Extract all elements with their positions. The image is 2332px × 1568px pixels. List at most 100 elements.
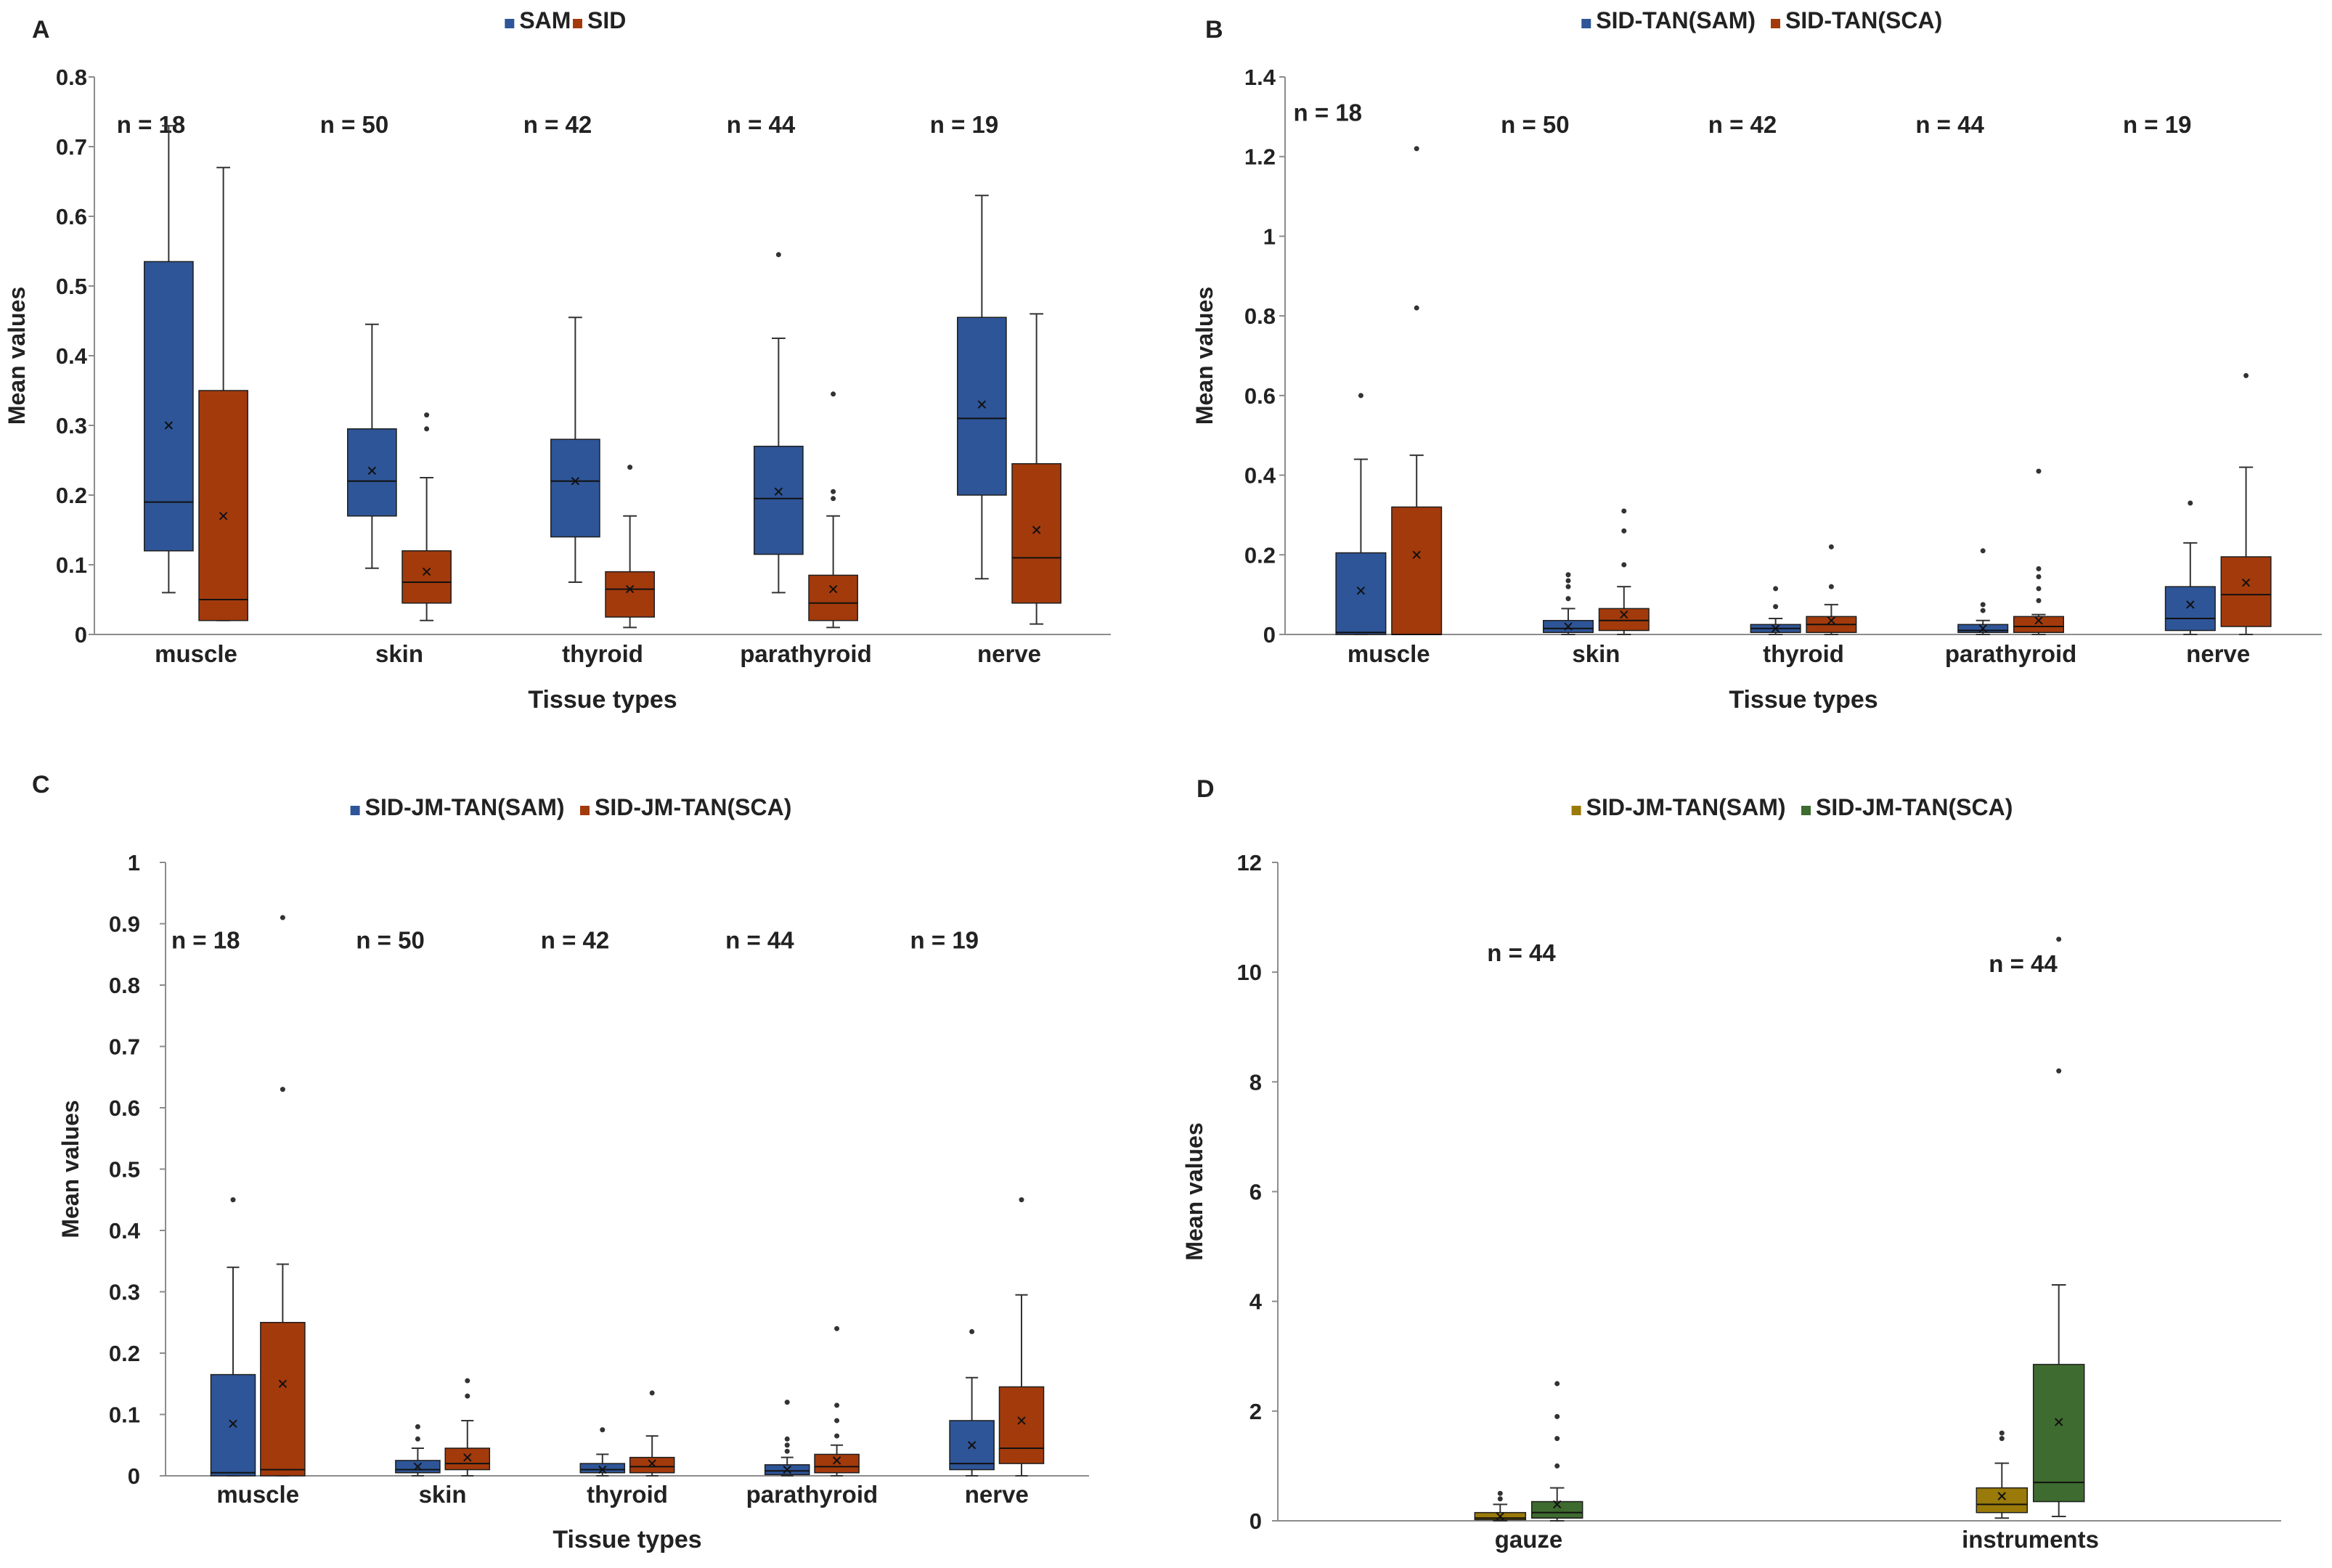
outlier-point <box>775 252 781 258</box>
legend-entry: SID-JM-TAN(SCA) <box>595 794 791 820</box>
y-tick-label: 0.4 <box>109 1218 141 1244</box>
y-tick-label: 0.2 <box>1244 542 1276 568</box>
outlier-point <box>1621 528 1627 534</box>
box-iqr <box>629 1456 675 1474</box>
panel-letter: C <box>32 771 50 799</box>
box-iqr <box>1976 1487 2029 1514</box>
outlier-point <box>1828 544 1834 550</box>
x-axis-title: Tissue types <box>553 1526 701 1553</box>
y-tick-label: 0 <box>128 1463 140 1489</box>
sample-size-label: n = 44 <box>1915 111 1984 138</box>
outlier-point <box>1980 548 1986 554</box>
outlier-point <box>280 1087 285 1093</box>
box-plot <box>1806 544 1857 635</box>
box-iqr <box>347 428 397 517</box>
sample-size-label: n = 44 <box>1487 939 1556 966</box>
mean-marker <box>828 584 838 594</box>
y-tick-label: 1.4 <box>1244 65 1276 90</box>
outlier-point <box>784 1400 790 1405</box>
box-iqr <box>401 550 452 604</box>
box-iqr <box>957 317 1007 496</box>
mean-marker <box>2241 578 2251 587</box>
category-label: parathyroid <box>740 640 872 667</box>
box-plot <box>395 1424 441 1477</box>
box-plot <box>1335 393 1387 635</box>
box-plot <box>210 1197 256 1477</box>
y-tick-label: 0.1 <box>109 1402 140 1428</box>
panel-letter: B <box>1205 16 1223 44</box>
outlier-point <box>1565 572 1571 578</box>
box-iqr <box>2164 586 2216 632</box>
y-tick-label: 12 <box>1237 850 1262 875</box>
outlier-point <box>280 915 285 920</box>
outlier-point <box>2036 597 2042 603</box>
legend-entry: SID-JM-TAN(SCA) <box>1816 794 2013 820</box>
category-label: nerve <box>2186 640 2250 667</box>
sample-size-label: n = 42 <box>1708 111 1777 138</box>
legend-swatch <box>580 806 590 815</box>
legend-entry: SID-JM-TAN(SAM) <box>1586 794 1786 820</box>
mean-marker <box>1564 622 1573 631</box>
mean-marker <box>1017 1416 1026 1425</box>
y-tick-label: 0.4 <box>56 343 88 369</box>
category-label: skin <box>1572 640 1620 667</box>
panel-b-sid-tan-by-tissue: B SID-TAN(SAM) SID-TAN(SCA) 0 0.2 0.4 0.6 0.8 1 1… <box>1191 7 2322 714</box>
mean-marker <box>967 1441 977 1450</box>
box-plot <box>764 1400 810 1477</box>
box-plot <box>444 1378 491 1477</box>
outlier-point <box>1554 1463 1560 1469</box>
mean-marker <box>229 1419 237 1428</box>
outlier-point <box>415 1424 420 1429</box>
outlier-point <box>424 412 430 418</box>
outlier-point <box>1497 1496 1503 1502</box>
y-tick-label: 1 <box>1263 224 1276 249</box>
mean-marker <box>977 400 987 409</box>
y-tick-label: 0.7 <box>109 1034 140 1060</box>
outlier-point <box>1999 1436 2005 1442</box>
mean-marker <box>413 1462 423 1471</box>
box-iqr <box>998 1386 1045 1464</box>
box-plot <box>1391 146 1443 635</box>
outlier-point <box>1019 1197 1024 1203</box>
box-iqr <box>550 438 600 538</box>
mean-marker <box>219 512 228 520</box>
outlier-point <box>2243 372 2249 378</box>
box-iqr <box>2013 616 2065 634</box>
category-label: parathyroid <box>746 1481 878 1508</box>
outlier-point <box>1980 608 1986 613</box>
mean-marker <box>1356 586 1366 595</box>
box-iqr <box>444 1447 491 1471</box>
outlier-point <box>834 1326 840 1331</box>
mean-marker <box>367 466 377 475</box>
mean-marker <box>571 477 580 486</box>
y-tick-label: 1.2 <box>1244 144 1276 170</box>
y-tick-label: 0.3 <box>56 413 87 438</box>
y-tick-label: 0.2 <box>109 1341 140 1366</box>
box-iqr <box>1011 463 1061 604</box>
box-plot <box>629 1390 675 1477</box>
mean-marker <box>1032 526 1041 534</box>
box-plot <box>347 323 397 569</box>
legend: SAM SID <box>505 7 626 33</box>
mean-marker <box>463 1453 472 1462</box>
box-iqr <box>210 1373 256 1477</box>
outlier-point <box>784 1448 790 1454</box>
box-plot <box>2164 500 2216 635</box>
mean-marker <box>164 421 174 430</box>
box-iqr <box>808 574 858 621</box>
box-plot <box>2220 372 2272 635</box>
y-tick-label: 0.7 <box>56 134 87 160</box>
outlier-point <box>784 1436 790 1442</box>
y-tick-label: 6 <box>1249 1180 1262 1205</box>
box-plot <box>957 195 1007 580</box>
panel-d-gauze-vs-instruments: D SID-JM-TAN(SAM) SID-JM-TAN(SCA) 0 2 4 6 8 10 12… <box>1181 775 2281 1553</box>
outlier-point <box>1773 586 1779 592</box>
box-iqr <box>754 446 804 555</box>
mean-marker <box>2054 1418 2063 1426</box>
y-axis-title: Mean values <box>1191 287 1218 425</box>
legend-swatch <box>1771 19 1780 28</box>
outlier-point <box>784 1442 790 1448</box>
category-label: muscle <box>155 640 237 667</box>
box-plot <box>754 252 804 594</box>
